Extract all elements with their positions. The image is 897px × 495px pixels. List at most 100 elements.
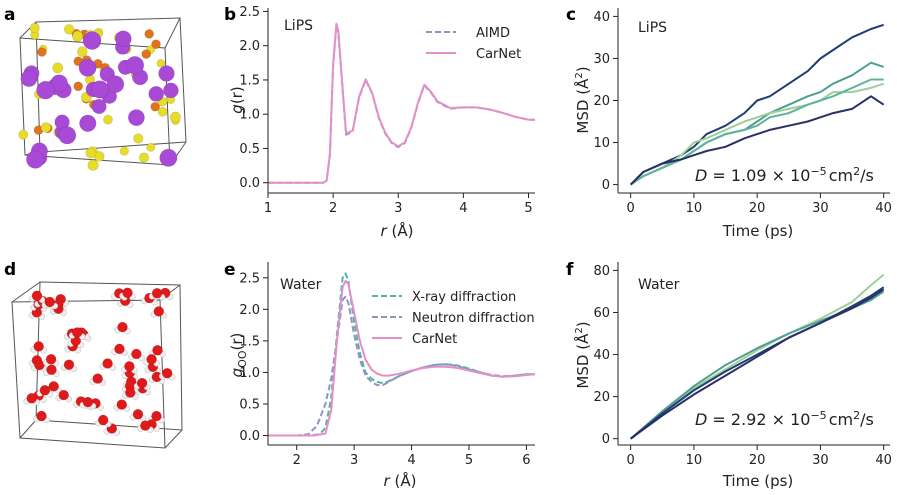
atom (119, 146, 129, 156)
chart-f-marks (630, 273, 885, 440)
atom (87, 159, 99, 171)
x-tick-label: 20 (749, 201, 766, 216)
atom (127, 109, 145, 127)
water-molecules (23, 287, 176, 436)
oxygen-atom (48, 381, 59, 392)
atom (103, 114, 113, 125)
atom (73, 81, 83, 92)
chart-c-marks (629, 23, 885, 186)
chart-f-xlabel: Time (ps) (722, 472, 794, 490)
chart-c-annotation: LiPS (638, 20, 667, 36)
atom (52, 62, 64, 74)
oxygen-atom (152, 345, 163, 356)
lips-atoms (18, 22, 181, 171)
chart-c-axes: 0 10 20 30 40 0 10 20 30 40 (593, 8, 892, 216)
atom (63, 24, 75, 35)
y-tick-label: 0 (602, 432, 610, 447)
atom (90, 80, 109, 99)
atom (159, 148, 178, 167)
oxygen-atom (39, 385, 51, 396)
chart-b-axes: 1 2 3 4 5 0.0 0.5 1.0 1.5 2.0 2.5 (239, 5, 535, 216)
oxygen-atom (45, 354, 57, 365)
atom (36, 80, 55, 100)
legend-b-aimd: AIMD (476, 26, 510, 41)
y-tick-label: 1.0 (239, 108, 260, 123)
atom (144, 29, 154, 39)
oxygen-atom (46, 364, 57, 376)
atom (115, 30, 132, 48)
atom (138, 152, 150, 163)
series-f-3 (630, 288, 885, 440)
oxygen-atom (114, 343, 125, 355)
oxygen-atom (153, 306, 165, 317)
legend-e-carnet: CarNet (412, 332, 457, 347)
oxygen-atom (124, 361, 135, 372)
x-tick-label: 20 (749, 453, 766, 468)
atom (156, 58, 166, 68)
oxygen-atom (117, 321, 128, 333)
series-c-4 (629, 95, 885, 186)
chart-e-goo-water: 2 3 4 5 6 0.0 0.5 1.0 1.5 2.0 2.5 Water X-ray diff… (228, 262, 536, 490)
series-c-0 (629, 23, 885, 186)
oxygen-atom (146, 354, 157, 365)
oxygen-atom (92, 373, 103, 384)
atom (72, 30, 84, 42)
series-b-1 (268, 22, 535, 184)
oxygen-atom (33, 341, 44, 352)
chart-b-marks (268, 22, 535, 184)
lips-structure-image (18, 17, 187, 171)
x-tick-label: 0 (627, 453, 635, 468)
atom (169, 111, 181, 123)
oxygen-atom (131, 348, 142, 360)
atom (91, 99, 107, 115)
oxygen-atom (63, 359, 75, 370)
legend-e-neutron: Neutron diffraction (412, 311, 535, 326)
chart-b-annotation: LiPS (284, 18, 313, 34)
y-tick-label: 2.0 (239, 39, 260, 54)
chart-f-diffusion-label: D = 2.92 × 10−5 cm2/s (695, 409, 874, 429)
y-tick-label: 0 (602, 178, 610, 193)
y-tick-label: 1.5 (239, 73, 260, 88)
y-tick-label: 30 (593, 52, 610, 67)
y-tick-label: 20 (593, 390, 610, 405)
x-tick-label: 5 (524, 201, 532, 216)
oxygen-atom (36, 410, 47, 422)
chart-e-annotation: Water (280, 277, 322, 293)
oxygen-atom (97, 414, 109, 426)
y-tick-label: 80 (593, 264, 610, 279)
atom (58, 126, 77, 145)
oxygen-atom (151, 410, 162, 422)
x-tick-label: 3 (394, 201, 402, 216)
chart-f-axes: 0 10 20 30 40 0 20 40 60 80 (593, 262, 892, 468)
atom (133, 133, 144, 144)
atom (157, 107, 168, 117)
chart-c-msd-lips: 0 10 20 30 40 0 10 20 30 40 LiPS D = 1.09 × 10−5 c… (573, 8, 892, 240)
atom (85, 147, 97, 159)
y-tick-label: 40 (593, 10, 610, 25)
atom (37, 47, 47, 57)
chart-b-ylabel: g(r) (228, 86, 246, 113)
y-tick-label: 40 (593, 348, 610, 363)
panel-label-b: b (224, 5, 236, 25)
chart-c-diffusion-label: D = 1.09 × 10−5 cm2/s (695, 165, 874, 185)
y-tick-label: 60 (593, 306, 610, 321)
panel-label-e: e (224, 260, 236, 280)
oxygen-atom (102, 358, 113, 369)
oxygen-atom (31, 290, 43, 302)
y-tick-label: 0.0 (239, 429, 260, 444)
x-tick-label: 40 (875, 201, 892, 216)
chart-e-ylabel: gOO(r) (228, 333, 249, 378)
chart-c-ylabel: MSD (Å2) (573, 66, 592, 133)
chart-f-ylabel: MSD (Å2) (573, 321, 592, 388)
chart-c-xlabel: Time (ps) (722, 222, 794, 240)
atom (151, 39, 161, 50)
atom (82, 31, 102, 50)
chart-b-xlabel: r (Å) (381, 221, 414, 240)
y-tick-label: 0.5 (239, 142, 260, 157)
x-tick-label: 5 (465, 453, 473, 468)
legend-e-xray: X-ray diffraction (412, 290, 516, 305)
y-tick-label: 1.0 (239, 366, 260, 381)
panel-label-d: d (4, 260, 16, 280)
atom (77, 46, 88, 58)
